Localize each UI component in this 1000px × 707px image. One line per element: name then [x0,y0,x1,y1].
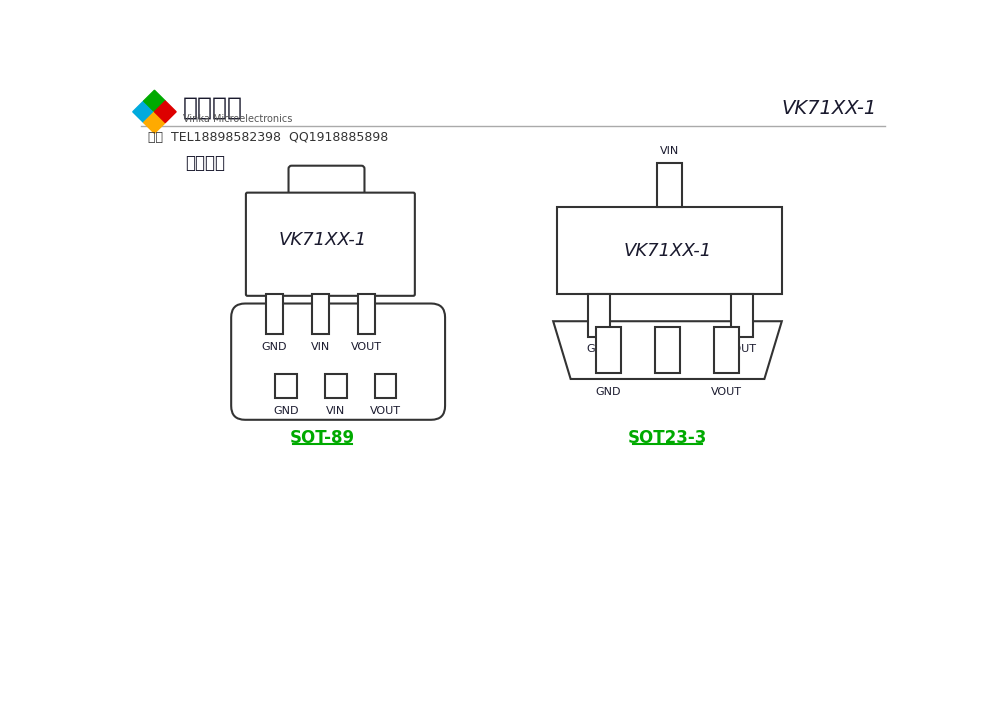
Bar [588,294,610,337]
Bar [275,373,297,398]
Text: 许硝  TEL18898582398  QQ1918885898: 许硝 TEL18898582398 QQ1918885898 [148,132,388,144]
Text: SOT23-3: SOT23-3 [628,429,707,448]
Bar [358,294,375,334]
Polygon shape [133,101,154,122]
Text: VIN: VIN [311,342,330,352]
FancyBboxPatch shape [246,192,415,296]
Text: VK71XX-1: VK71XX-1 [278,231,367,250]
FancyBboxPatch shape [231,303,445,420]
Text: Vinka Microelectronics: Vinka Microelectronics [183,115,292,124]
Text: VOUT: VOUT [726,344,757,354]
Text: GND: GND [587,344,612,354]
Text: VIN: VIN [660,146,679,156]
Text: VK71XX-1: VK71XX-1 [623,242,712,259]
Text: VIN: VIN [326,406,345,416]
Text: VOUT: VOUT [351,342,382,352]
Bar [325,373,347,398]
Bar [657,163,682,207]
Text: VOUT: VOUT [711,387,742,397]
Text: VK71XX-1: VK71XX-1 [782,99,877,118]
Bar [714,327,739,373]
Bar [266,294,283,334]
Text: 管脚排列: 管脚排列 [185,153,225,172]
Bar [375,373,396,398]
Polygon shape [144,112,165,134]
Bar [596,327,621,373]
Polygon shape [154,101,176,122]
Text: SOT-89: SOT-89 [290,429,355,448]
Text: GND: GND [262,342,287,352]
Bar [731,294,753,337]
FancyBboxPatch shape [289,165,364,198]
Text: VOUT: VOUT [370,406,401,416]
Bar [655,327,680,373]
Bar [557,207,782,294]
Polygon shape [553,321,782,379]
Text: 永嘉微电: 永嘉微电 [183,95,243,119]
Bar [312,294,329,334]
Text: GND: GND [273,406,299,416]
Polygon shape [144,90,165,112]
Text: GND: GND [596,387,621,397]
